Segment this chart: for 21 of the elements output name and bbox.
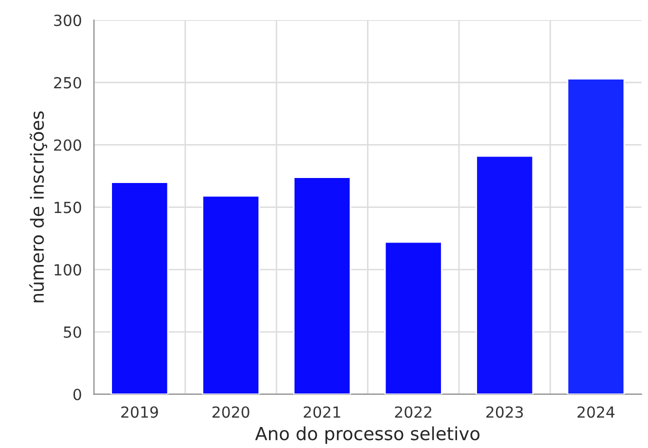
y-tick-label: 0 [73,388,82,400]
bar [566,78,625,394]
x-tick-label: 2021 [304,406,340,418]
x-axis-title: Ano do processo seletivo [255,426,480,444]
y-tick-label: 200 [54,139,82,151]
bar [202,195,260,394]
bar [293,176,352,394]
x-tick-label: 2023 [486,406,523,418]
x-tick-label: 2019 [121,406,158,418]
bar [110,182,169,394]
y-tick-label: 50 [64,326,82,338]
y-tick-label: 150 [54,202,82,214]
bar [384,241,442,394]
y-tick-label: 250 [54,76,82,89]
y-tick-label: 300 [54,14,82,26]
bar [476,155,534,394]
y-tick-label: 100 [54,264,82,276]
x-tick-label: 2024 [578,406,614,418]
x-tick-label: 2022 [395,406,432,418]
y-axis-title: número de inscrições [29,111,48,302]
x-tick-label: 2020 [212,406,250,418]
